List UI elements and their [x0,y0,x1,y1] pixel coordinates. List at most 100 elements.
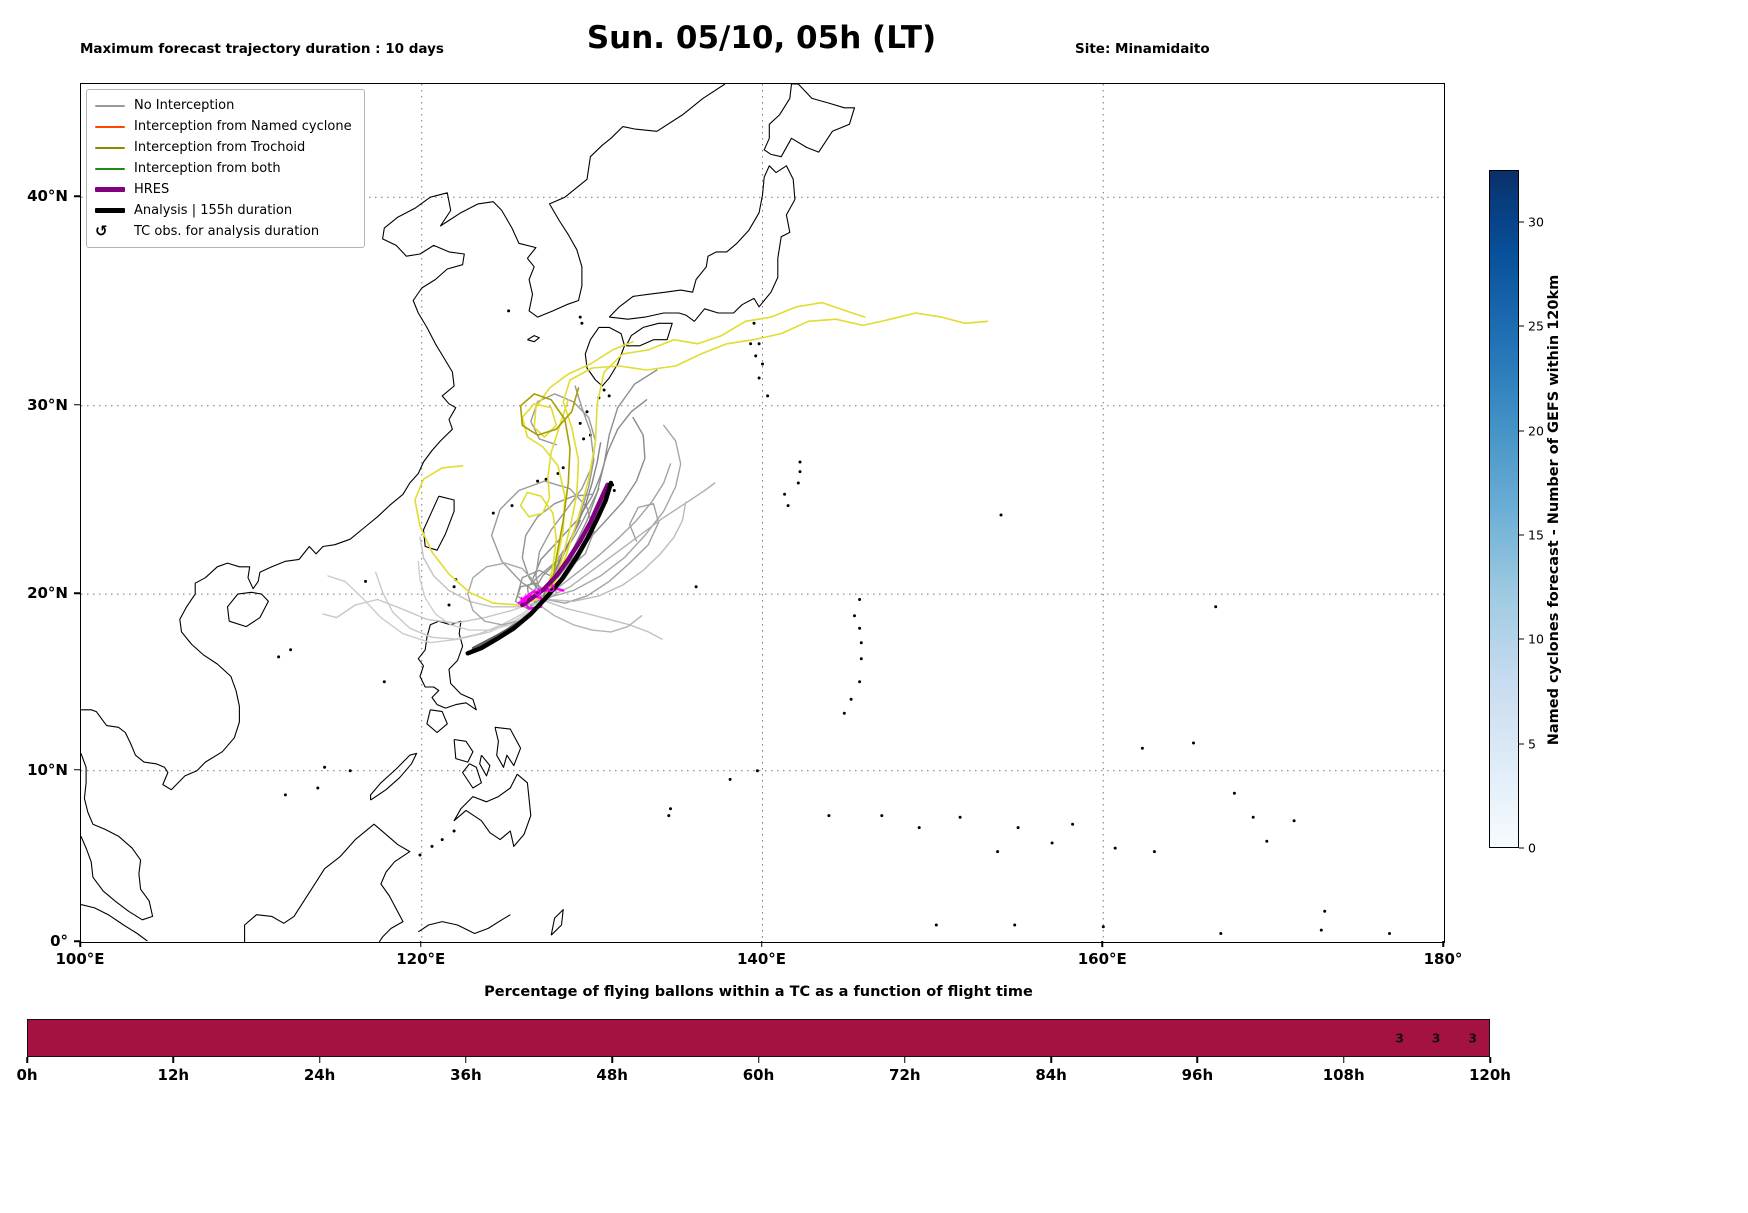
island-dot [996,850,1000,854]
coastline [550,909,564,936]
x-tick-label: 140°E [736,950,787,968]
bottom-bar-tick-label: 84h [1035,1066,1067,1084]
island-dot [1388,932,1391,935]
island-dot [917,826,921,830]
y-tick-mark [74,404,80,406]
island-dot [277,655,281,659]
island-dot [1292,819,1296,823]
island-dot [757,376,761,380]
bottom-bar-tick-mark [318,1057,321,1063]
coastline [226,591,269,628]
trajectory-gefs-no-intercept-5 [327,575,540,644]
island-dot [440,838,444,842]
bottom-bar: 3 3 3 [27,1019,1490,1057]
bottom-bar-tick-label: 72h [889,1066,921,1084]
coastline [479,754,491,777]
island-dot [1050,841,1054,845]
island-dot [491,511,495,515]
island-dot [1265,839,1269,843]
trajectory-analysis [465,480,614,656]
island-dot [1251,815,1255,819]
coastline [494,726,522,768]
x-tick-label: 180° [1423,950,1463,968]
island-dot [578,421,582,425]
island-dot [842,711,846,715]
tc-obs-marker: ↺ [519,593,528,606]
trajectory-gefs-no-intercept-23 [545,600,663,640]
island-dot [880,814,884,818]
coastline [527,335,540,343]
bottom-bar-tick-mark [1342,1057,1345,1063]
bottom-bar-tick-label: 0h [16,1066,38,1084]
colorbar-gradient [1489,170,1519,848]
island-dot [667,814,671,818]
legend-item-2: Interception from Trochoid [95,137,352,158]
bottom-bar-tick-label: 60h [742,1066,775,1084]
trajectory-gefs-no-intercept-20 [547,501,687,602]
x-tick-mark [1442,941,1444,947]
island-dot [1319,928,1323,932]
legend-item-6: ↺ TC obs. for analysis duration [95,221,352,242]
island-dot [1219,932,1223,935]
island-dot [694,585,698,589]
colorbar-tick-mark [1519,221,1524,223]
island-dot [585,410,589,414]
trajectory-gefs-no-intercept-3 [545,503,660,604]
island-dot [1232,791,1236,795]
island-dot [452,829,456,833]
island-dot [1214,605,1218,609]
bottom-bar-tick-mark [1050,1057,1052,1063]
legend-item-3: Interception from both [95,158,352,179]
bottom-bar-annotation: 3 [1431,1030,1441,1046]
coastline [370,752,418,801]
trajectory-gefs-no-intercept-24 [538,604,643,633]
tc-obs-symbol: ↺ [95,222,108,240]
map-plot: ↺ ↺ ↺ No Interception Interception from Nam… [80,83,1445,943]
bottom-bar-tick-label: 24h [303,1066,336,1084]
island-dot [798,470,802,474]
bottom-bar-tick-mark [172,1057,175,1063]
colorbar-tick-label: 20 [1528,423,1544,439]
island-dot [507,309,511,313]
island-dot [418,853,422,857]
island-dot [1013,923,1017,927]
bottom-bar-tick-mark [611,1057,613,1063]
bottom-bar-annotation: 3 [1395,1030,1404,1046]
trajectory-gefs-trochoid-2 [521,340,634,594]
island-dot [786,504,790,508]
island-dot [1101,925,1105,929]
bottom-bar-tick-label: 48h [596,1066,628,1084]
colorbar-tick-label: 0 [1528,840,1536,856]
island-dot [796,481,800,485]
island-dot [348,769,352,773]
page-title: Sun. 05/10, 05h (LT) [586,20,937,56]
island-dot [858,680,862,684]
island-dot [452,585,456,589]
coastline [244,823,411,942]
island-dot [858,626,862,630]
island-dot [1323,909,1327,913]
colorbar-ticks: 0 5 10 15 20 25 30 [1519,170,1579,856]
coastline [81,84,726,791]
island-dot [316,786,320,790]
island-dot [669,807,672,811]
colorbar-tick-label: 25 [1528,318,1544,334]
legend-label: Interception from both [134,161,281,176]
colorbar-tick-label: 10 [1528,631,1544,647]
legend-label: Interception from Trochoid [134,140,306,155]
x-tick-mark [79,941,81,947]
coastline [453,738,474,763]
x-axis-ticks: 100°E 120°E 140°E 160°E 180° [55,941,1462,971]
legend-line-sample [95,167,125,170]
trajectory-gefs-trochoid-5 [552,301,866,590]
trajectory-gefs-trochoid-4 [414,465,544,606]
trajectory-gefs-trochoid-olive-loop [519,387,580,592]
island-dot [766,394,770,398]
bottom-bar-tick-mark [26,1057,28,1063]
island-dot [858,598,862,601]
bottom-bar-tick-label: 108h [1322,1066,1365,1084]
island-dot [323,765,327,769]
island-dot [827,814,831,818]
trajectory-hres [520,482,610,608]
